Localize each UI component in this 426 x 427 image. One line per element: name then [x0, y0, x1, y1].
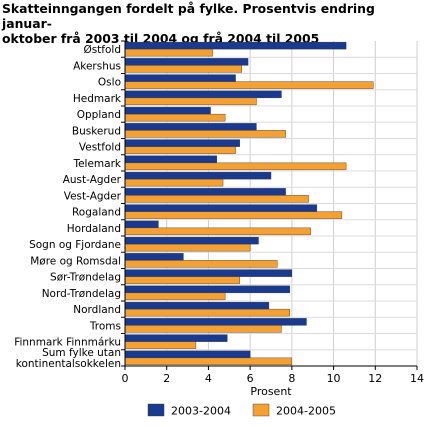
category-label: Finnmark Finnmárku: [14, 337, 121, 349]
x-tick-label: 8: [288, 372, 295, 385]
bar-series-1: [124, 301, 270, 310]
bar-series-1: [124, 253, 184, 261]
category-label: Vest-Agder: [64, 190, 122, 202]
bar-series-2: [124, 260, 278, 268]
category-label: Buskerud: [72, 125, 121, 137]
bars: [124, 41, 374, 366]
bar-series-2: [124, 162, 347, 171]
chart-title-line-1: Skatteinngangen fordelt på fylke. Prosen…: [2, 1, 375, 31]
grid-lines: [125, 41, 418, 366]
category-label: Hordaland: [67, 223, 121, 235]
legend-swatch: [252, 403, 270, 417]
legend-swatch: [147, 403, 165, 417]
bar-series-2: [124, 146, 236, 154]
x-tick-label: 4: [205, 372, 212, 385]
bar-series-1: [124, 41, 347, 50]
x-tick-labels: 0 2 4 6 8 10 12 14: [122, 372, 425, 385]
bar-series-1: [124, 155, 217, 164]
category-label: Sør-Trøndelag: [50, 272, 121, 284]
legend: 2003-2004 2004-2005: [147, 403, 336, 418]
bar-series-1: [124, 220, 159, 229]
category-label: Telemark: [72, 158, 121, 170]
category-label: Nordland: [73, 304, 121, 316]
bar-series-1: [124, 139, 240, 147]
category-label: Oslo: [98, 77, 121, 89]
bar-series-1: [124, 188, 286, 196]
bar-series-2: [124, 292, 226, 301]
bar-series-1: [124, 285, 290, 294]
category-label: Møre og Romsdal: [30, 255, 121, 267]
bar-series-2: [124, 113, 226, 122]
bar-series-1: [124, 74, 236, 82]
category-label: kontinentalsokkelen: [16, 358, 121, 370]
axes: [121, 40, 418, 370]
bar-series-2: [124, 243, 251, 252]
category-labels: Østfold Akershus Oslo Hedmark Oppland Buskeru…: [14, 44, 122, 370]
category-label: Nord-Trøndelag: [42, 288, 121, 300]
category-label: Oppland: [77, 109, 121, 121]
legend-label: 2003-2004: [171, 405, 231, 418]
category-label: Østfold: [83, 44, 121, 56]
x-tick-label: 12: [368, 372, 382, 385]
bar-series-1: [124, 350, 251, 359]
bar-series-2: [124, 81, 374, 89]
category-label: Sogn og Fjordane: [29, 239, 121, 251]
bar-series-2: [124, 308, 290, 317]
x-tick-label: 10: [327, 372, 341, 385]
x-tick-label: 0: [122, 372, 129, 385]
x-axis-label: Prosent: [250, 385, 292, 398]
bar-series-2: [124, 48, 213, 57]
bar-series-2: [124, 97, 257, 106]
legend-label: 2004-2005: [276, 405, 336, 418]
bar-series-2: [124, 276, 240, 284]
category-label: Vestfold: [79, 142, 121, 154]
bar-series-1: [124, 90, 282, 99]
bar-series-2: [124, 195, 309, 203]
category-label: Troms: [89, 320, 121, 332]
category-label: Aust-Agder: [63, 174, 122, 186]
bar-series-1: [124, 334, 228, 342]
x-tick-label: 2: [163, 372, 170, 385]
category-label: Rogaland: [72, 207, 121, 219]
bar-series-1: [124, 123, 257, 131]
bar-series-2: [124, 325, 282, 333]
bar-series-1: [124, 236, 259, 245]
category-label: Akershus: [73, 60, 121, 72]
bar-series-1: [124, 204, 318, 212]
bar-series-1: [124, 58, 249, 66]
bar-series-2: [124, 211, 343, 219]
bar-series-1: [124, 318, 307, 326]
x-tick-label: 14: [410, 372, 424, 385]
category-label: Sum fylke utan: [42, 347, 121, 359]
x-tick-label: 6: [247, 372, 254, 385]
bar-series-1: [124, 171, 272, 180]
bar-series-2: [124, 341, 197, 349]
category-label: Hedmark: [73, 93, 122, 105]
bar-series-2: [124, 357, 293, 366]
bar-series-1: [124, 106, 211, 115]
bar-series-2: [124, 130, 286, 138]
bar-series-2: [124, 178, 224, 187]
bar-series-2: [124, 65, 243, 73]
bar-series-2: [124, 227, 311, 236]
bar-series-1: [124, 269, 293, 277]
